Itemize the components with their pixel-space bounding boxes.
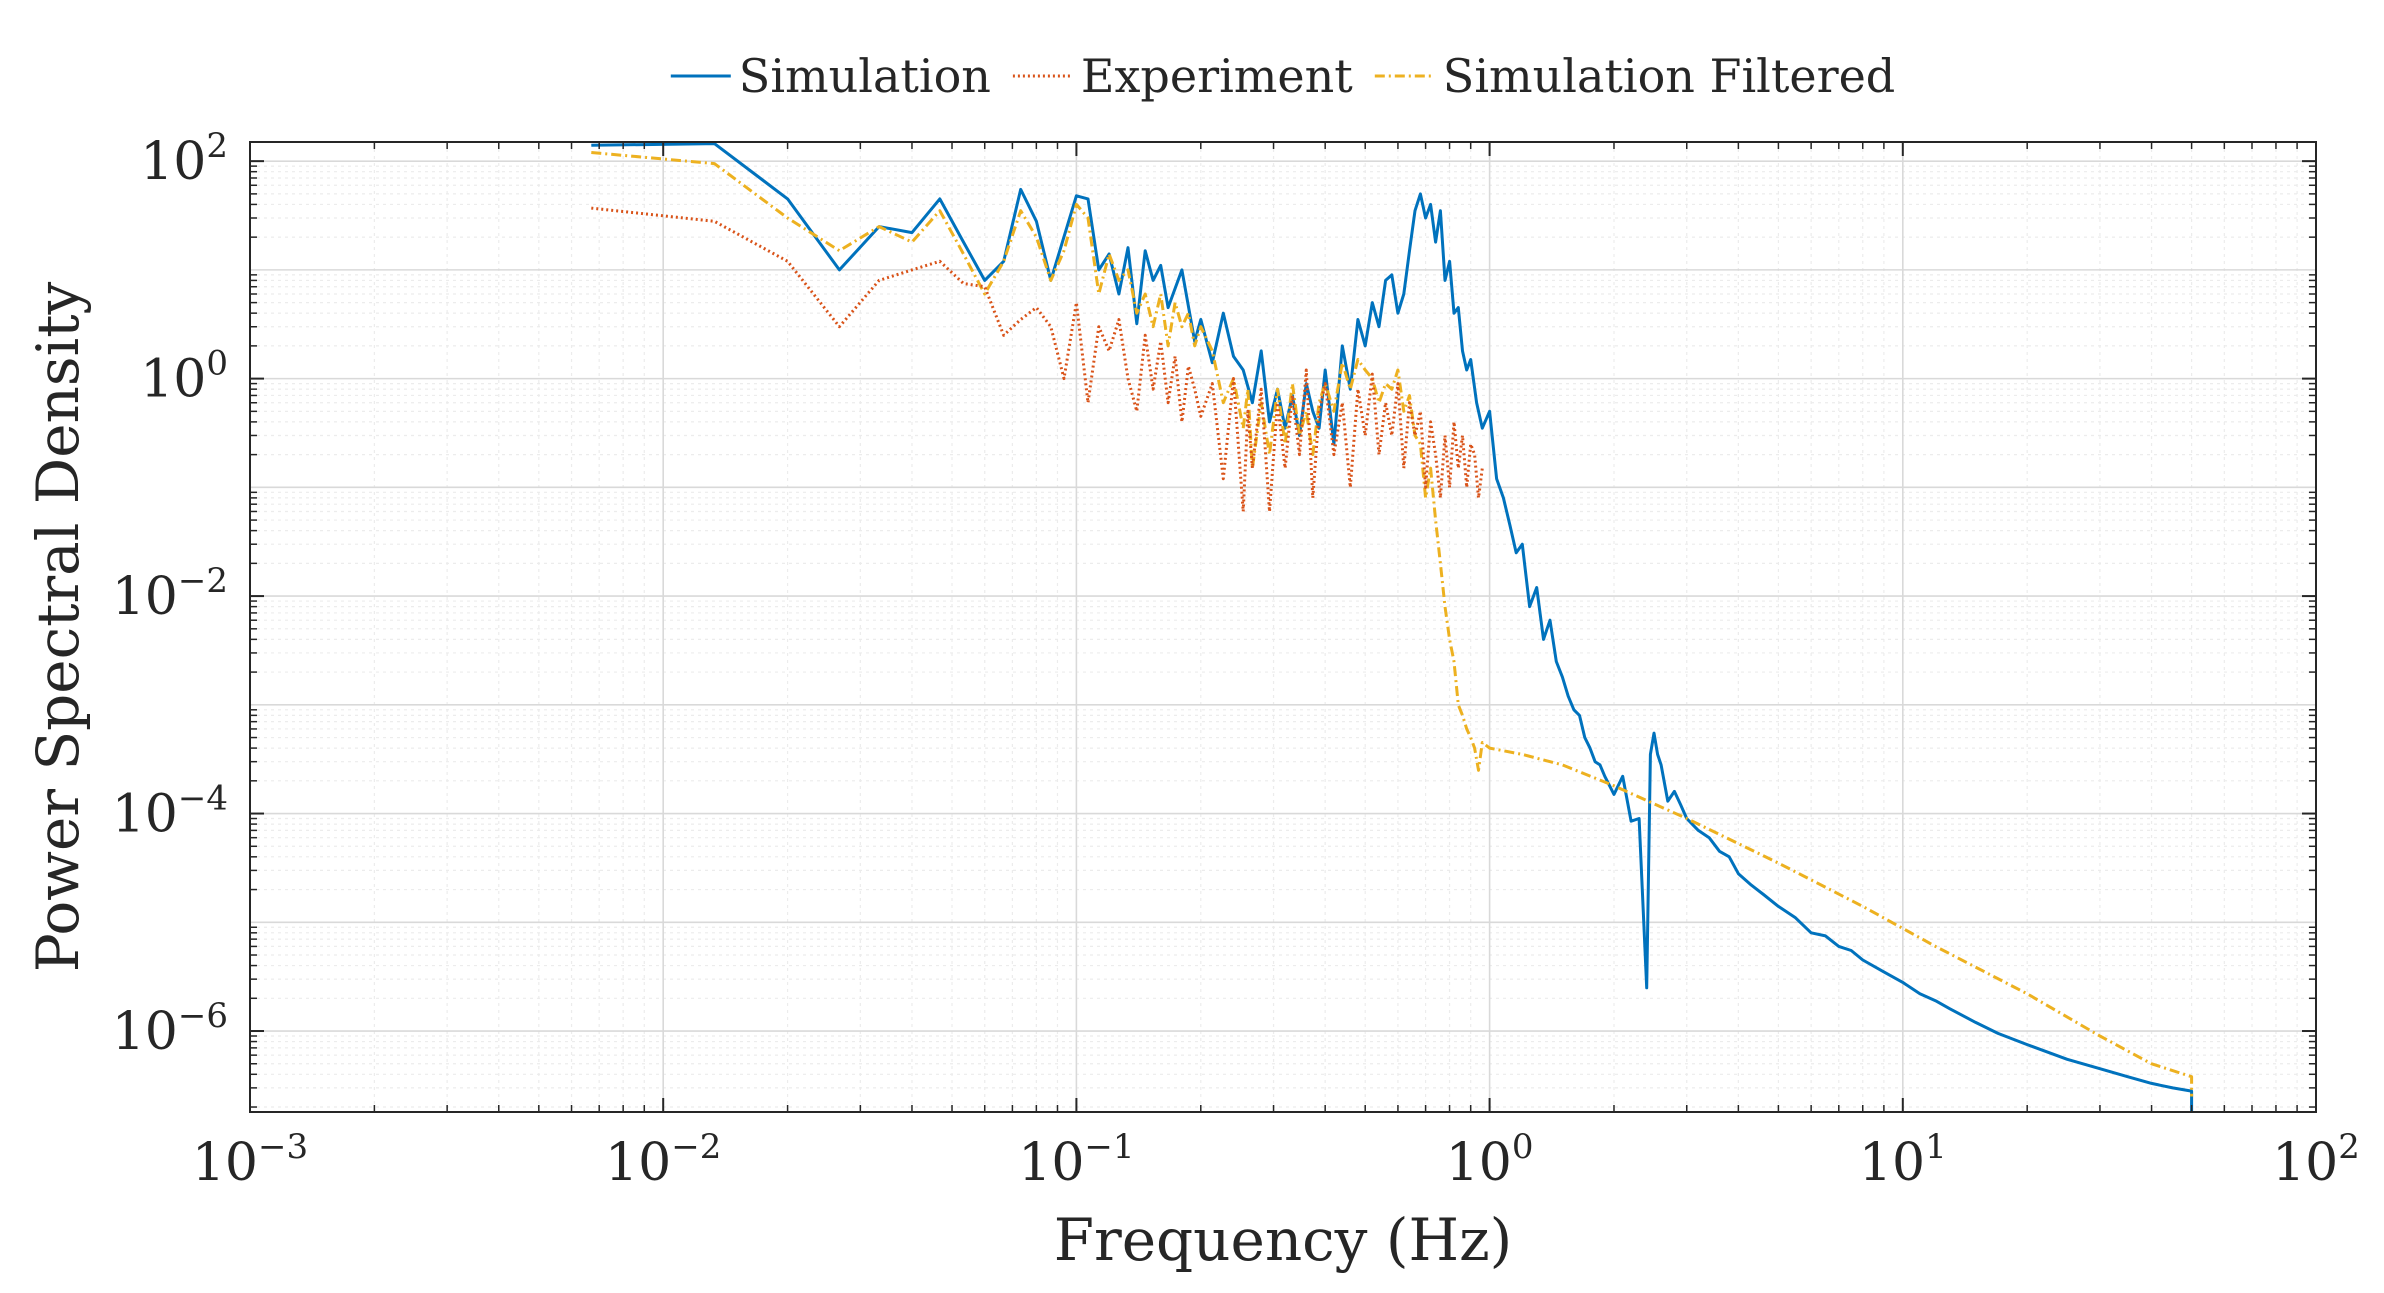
y-tick-label: 10−2 [112, 561, 228, 627]
y-tick-label: 10−6 [112, 996, 228, 1062]
minor-grid [250, 142, 2316, 1112]
legend-label: Experiment [1081, 49, 1353, 103]
legend-item: Simulation [670, 49, 991, 103]
x-tick-label: 10−2 [605, 1127, 721, 1193]
legend-label: Simulation [739, 49, 991, 103]
plot-background [250, 142, 2316, 1112]
legend-label: Simulation Filtered [1443, 49, 1895, 103]
series-line-simulation-filtered [591, 151, 2194, 1097]
x-axis-label: Frequency (Hz) [1054, 1206, 1513, 1274]
legend-item: Experiment [1012, 49, 1353, 103]
major-grid [249, 142, 2316, 1112]
y-tick-label: 100 [140, 344, 228, 410]
y-tick-label: 102 [140, 126, 228, 192]
y-tick-label: 10−4 [112, 779, 228, 845]
x-tick-label: 102 [2272, 1127, 2360, 1193]
y-tick-labels: 102 100 10−2 10−4 10−6 [112, 126, 228, 1062]
x-tick-label: 10−1 [1018, 1127, 1134, 1193]
series-layer [591, 142, 2194, 1112]
legend-item: Simulation Filtered [1374, 49, 1895, 103]
x-tick-labels: 10−3 10−2 10−1 100 101 102 [192, 1127, 2360, 1193]
plot-frame [249, 141, 2317, 1113]
x-tick-label: 10−3 [192, 1127, 308, 1193]
x-tick-label: 100 [1446, 1127, 1534, 1193]
series-line-simulation [591, 142, 2194, 1112]
legend: Simulation Experiment Simulation Filtered [670, 49, 1895, 103]
x-tick-label: 101 [1859, 1127, 1947, 1193]
axis-ticks [249, 142, 2317, 1112]
y-axis-label: Power Spectral Density [24, 281, 92, 972]
